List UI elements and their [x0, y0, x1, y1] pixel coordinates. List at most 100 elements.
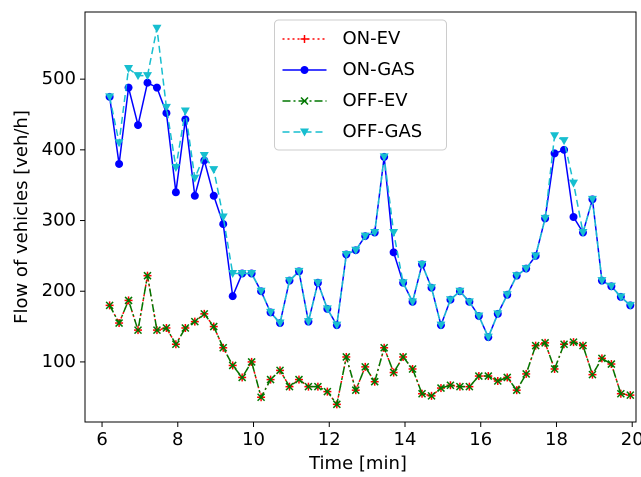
- marker-part: [181, 323, 190, 333]
- data-point: [465, 382, 474, 391]
- data-point: [445, 296, 455, 305]
- data-point: [303, 318, 313, 327]
- marker-part: [418, 389, 427, 398]
- data-point: [237, 270, 247, 279]
- plot-frame: [84, 11, 637, 423]
- marker-part: [436, 384, 446, 393]
- data-point: [616, 293, 626, 302]
- marker-part: [180, 107, 190, 116]
- data-point: [493, 376, 502, 386]
- data-point: [266, 308, 276, 317]
- marker-part: [389, 368, 398, 377]
- marker-part: [171, 188, 180, 197]
- data-point: [284, 277, 294, 286]
- marker-part: [124, 65, 134, 74]
- data-point: [190, 174, 200, 183]
- marker-part: [521, 265, 531, 274]
- data-point: [427, 391, 436, 400]
- marker-part: [399, 352, 408, 361]
- marker-part: [427, 284, 437, 293]
- marker-part: [171, 164, 181, 173]
- marker-part: [380, 343, 389, 352]
- data-point: [474, 312, 484, 321]
- marker-part: [626, 391, 635, 400]
- marker-part: [322, 305, 332, 314]
- data-point: [190, 191, 199, 200]
- marker-part: [550, 149, 559, 158]
- marker-part: [161, 103, 171, 112]
- marker-part: [569, 213, 578, 221]
- marker-part: [503, 373, 512, 382]
- data-point: [143, 271, 152, 280]
- marker-part: [398, 279, 408, 288]
- x-tick-label: 10: [242, 429, 265, 450]
- marker-part: [200, 309, 209, 318]
- data-point: [134, 121, 143, 130]
- data-point: [379, 153, 389, 162]
- marker-part: [512, 272, 522, 281]
- data-point: [181, 115, 190, 124]
- y-tick-label: 100: [42, 351, 76, 372]
- data-point: [152, 326, 161, 335]
- marker-part: [360, 232, 370, 241]
- x-tick-label: 6: [96, 429, 107, 450]
- data-point: [351, 246, 361, 255]
- marker-part: [597, 277, 607, 286]
- marker-part: [294, 375, 303, 384]
- data-point: [313, 279, 323, 288]
- marker-part: [370, 377, 379, 386]
- marker-part: [408, 364, 417, 374]
- legend-label: OFF-EV: [343, 90, 409, 111]
- marker-part: [162, 323, 171, 333]
- marker-part: [105, 301, 114, 310]
- marker-part: [190, 317, 199, 326]
- marker-part: [313, 382, 322, 391]
- marker-part: [209, 191, 218, 200]
- marker-part: [105, 93, 115, 102]
- data-point: [152, 24, 162, 33]
- data-point: [550, 364, 559, 374]
- data-point: [124, 65, 134, 74]
- marker-part: [531, 341, 540, 350]
- data-point: [190, 317, 199, 326]
- marker-part: [417, 260, 427, 269]
- marker-part: [616, 293, 626, 302]
- data-point: [133, 326, 143, 335]
- marker-part: [266, 375, 275, 384]
- marker-part: [114, 139, 124, 148]
- data-point: [484, 372, 493, 381]
- marker-part: [115, 159, 124, 168]
- marker-part: [606, 282, 616, 291]
- marker-part: [152, 83, 161, 92]
- data-point: [209, 322, 218, 331]
- legend-marker: [300, 35, 309, 43]
- marker-part: [284, 277, 294, 286]
- data-point: [616, 389, 625, 398]
- marker-part: [436, 321, 446, 330]
- marker-part: [569, 338, 578, 347]
- marker-part: [578, 341, 588, 350]
- marker-part: [389, 248, 398, 257]
- marker-part: [531, 252, 541, 261]
- marker-part: [465, 382, 474, 391]
- marker-part: [275, 319, 285, 328]
- marker-part: [588, 370, 597, 379]
- data-point: [531, 252, 541, 261]
- x-axis-label: Time [min]: [308, 453, 407, 474]
- marker-part: [134, 121, 143, 130]
- data-point: [626, 391, 635, 400]
- y-tick-label: 400: [42, 139, 76, 160]
- marker-part: [133, 326, 143, 335]
- data-point: [588, 370, 597, 379]
- marker-part: [256, 287, 266, 296]
- data-point: [540, 214, 550, 223]
- data-point: [503, 373, 512, 382]
- data-point: [399, 352, 408, 361]
- marker-part: [560, 340, 569, 349]
- data-point: [161, 103, 171, 112]
- marker-part: [379, 153, 389, 162]
- data-point: [124, 296, 133, 305]
- marker-part: [408, 298, 418, 307]
- data-point: [521, 265, 531, 274]
- marker-part: [199, 152, 209, 160]
